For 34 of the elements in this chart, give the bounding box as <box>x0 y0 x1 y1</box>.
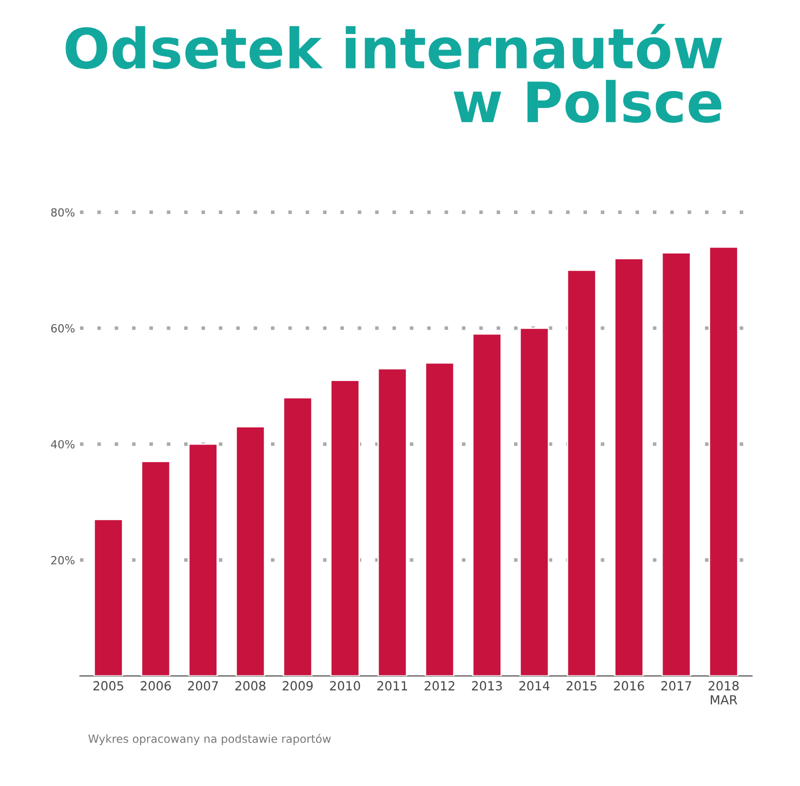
bar <box>140 460 171 676</box>
bar <box>519 327 550 676</box>
y-tick-label: 20% <box>51 556 75 564</box>
x-tick-label: 2011 <box>377 681 408 690</box>
y-tick-label: 40% <box>50 440 75 448</box>
x-tick-label: 2009 <box>282 681 313 690</box>
bar <box>282 397 313 676</box>
x-tick-label: 2005 <box>93 681 124 690</box>
bar <box>472 333 502 676</box>
bar <box>188 443 218 676</box>
x-tick-label: 2012 <box>424 681 454 690</box>
x-tick-label: 2006 <box>140 681 171 690</box>
x-tick-label: 2010 <box>330 681 360 690</box>
bar <box>424 362 455 676</box>
bar <box>377 368 408 676</box>
bar <box>661 252 692 676</box>
bar <box>614 258 644 676</box>
x-tick-label: 2017 <box>661 681 692 690</box>
bar <box>708 246 738 676</box>
y-tick-label: 60% <box>51 324 75 333</box>
bar <box>566 269 597 676</box>
bar <box>330 380 360 676</box>
x-tick-label: 2015 <box>566 681 596 690</box>
chart-title: Odsetek internautów w Polsce <box>66 24 722 123</box>
x-tick-label: 2007 <box>188 681 218 690</box>
bar <box>235 426 266 676</box>
bar <box>94 518 124 676</box>
x-tick-label: 2008 <box>235 681 266 690</box>
x-tick-label: 2018 MAR <box>708 681 739 704</box>
x-tick-label: 2013 <box>472 681 502 690</box>
x-tick-label: 2014 <box>519 681 550 690</box>
text: Wykres opracowany na podstawie raportów <box>88 734 331 746</box>
y-tick-label: 80% <box>51 208 75 217</box>
x-tick-label: 2016 <box>614 681 644 690</box>
